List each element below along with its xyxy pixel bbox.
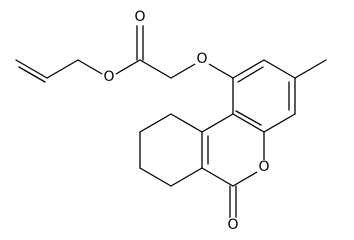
atom-label: O	[258, 159, 269, 175]
atom-labels: O O O O O	[101, 9, 272, 233]
bonds	[15, 23, 327, 223]
atom-label: O	[103, 69, 114, 85]
atom-label: O	[227, 217, 238, 233]
atom-label: O	[196, 51, 207, 67]
atom-label: O	[134, 9, 145, 25]
